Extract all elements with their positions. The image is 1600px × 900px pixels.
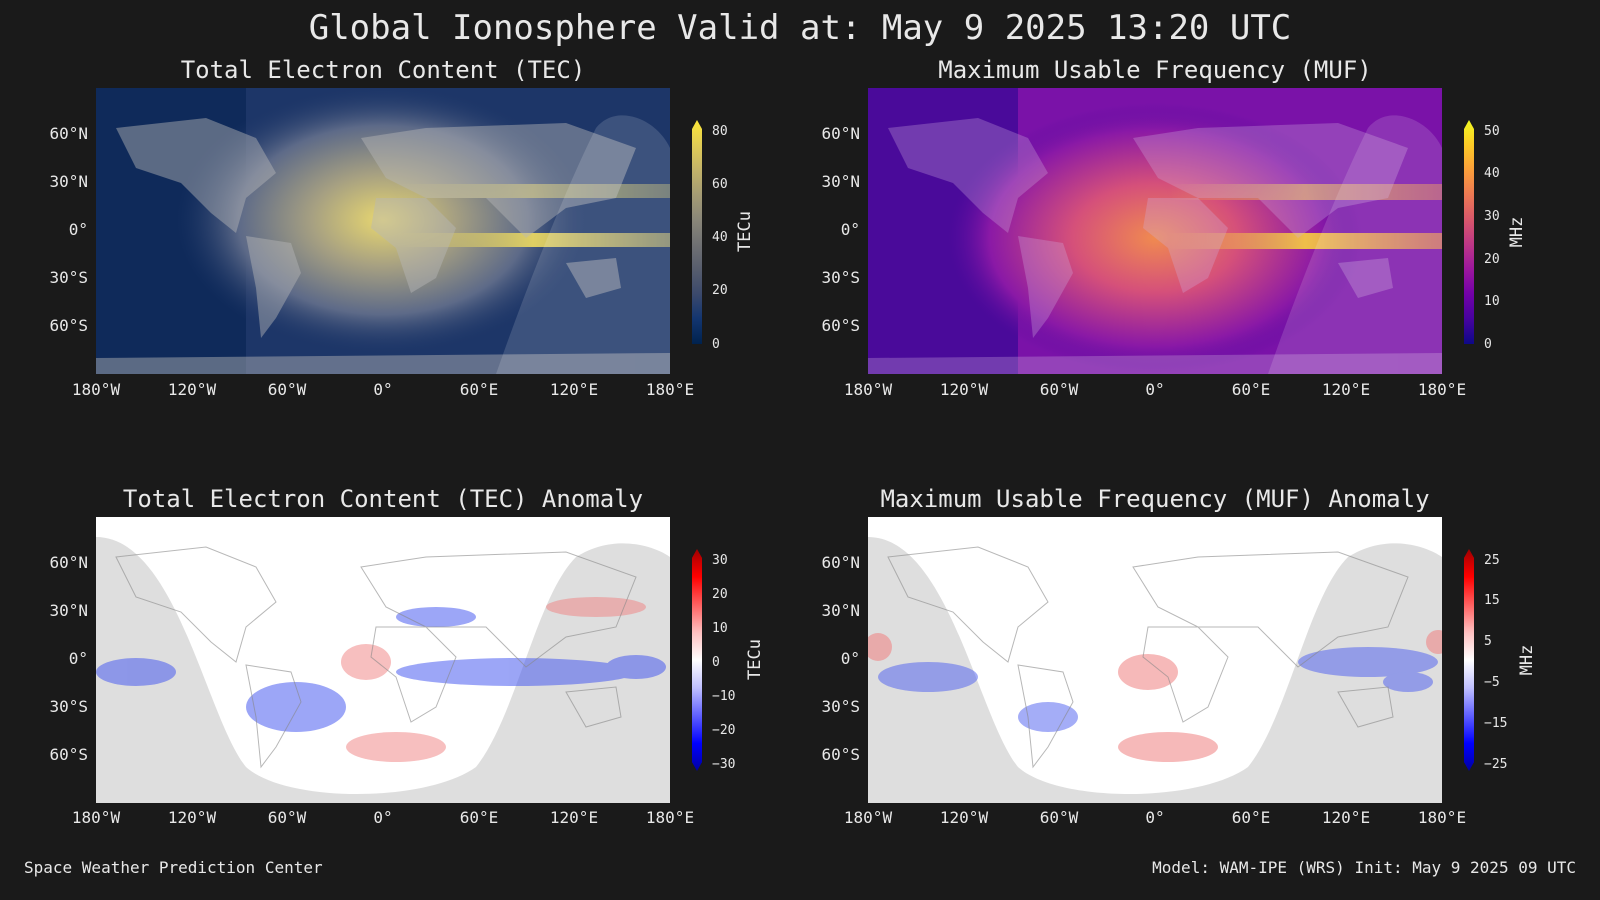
colorbar-tick: 20 <box>712 587 728 602</box>
colorbar-tick: −15 <box>1484 716 1508 731</box>
colorbar-tick: −25 <box>1484 757 1508 772</box>
colorbar-tec <box>692 120 702 344</box>
lon-label: 180°E <box>1417 380 1467 399</box>
lat-label: 30°S <box>821 268 860 287</box>
panel-title-muf-anomaly: Maximum Usable Frequency (MUF) Anomaly <box>880 485 1430 513</box>
lat-label: 30°S <box>49 697 88 716</box>
lon-label: 120°W <box>939 380 989 399</box>
colorbar-tick: −10 <box>712 689 736 704</box>
lon-label: 0° <box>373 808 393 827</box>
colorbar-tick: 25 <box>1484 553 1500 568</box>
lon-label: 0° <box>1145 380 1165 399</box>
colorbar-tick: 20 <box>1484 252 1500 267</box>
colorbar-units: TECu <box>745 639 765 680</box>
lon-label: 120°E <box>549 380 599 399</box>
map-tec <box>96 88 670 374</box>
lon-label: 60°W <box>267 380 307 399</box>
lon-label: 180°E <box>1417 808 1467 827</box>
lat-label: 60°S <box>821 745 860 764</box>
lon-label: 120°W <box>167 380 217 399</box>
lon-label: 180°W <box>843 380 893 399</box>
colorbar-tick: −20 <box>712 723 736 738</box>
lon-label: 180°W <box>843 808 893 827</box>
lat-label: 60°S <box>49 745 88 764</box>
lon-label: 0° <box>373 380 393 399</box>
lat-label: 30°S <box>49 268 88 287</box>
colorbar-tick: 50 <box>1484 124 1500 139</box>
colorbar-units: MHz <box>1517 644 1537 676</box>
colorbar-tick: 30 <box>1484 209 1500 224</box>
colorbar-tick: 10 <box>712 621 728 636</box>
colorbar-tick: 10 <box>1484 294 1500 309</box>
lon-label: 120°W <box>939 808 989 827</box>
lat-label: 30°N <box>49 172 88 191</box>
map-tec-anomaly <box>96 517 670 803</box>
lon-label: 60°E <box>1231 380 1271 399</box>
lat-label: 30°N <box>821 601 860 620</box>
lat-label: 60°N <box>821 124 860 143</box>
lat-label: 60°S <box>821 316 860 335</box>
lon-label: 180°W <box>71 380 121 399</box>
lat-label: 0° <box>840 220 860 239</box>
lon-label: 120°E <box>1321 380 1371 399</box>
colorbar-muf <box>1464 120 1474 344</box>
colorbar-tick: 5 <box>1484 634 1492 649</box>
lon-label: 180°E <box>645 380 695 399</box>
lon-label: 60°E <box>1231 808 1271 827</box>
colorbar-muf-anomaly <box>1464 549 1474 771</box>
map-muf-anomaly <box>868 517 1442 803</box>
colorbar-tick: 40 <box>1484 166 1500 181</box>
colorbar-tec-anomaly <box>692 549 702 771</box>
colorbar-tick: 0 <box>712 655 720 670</box>
lat-label: 0° <box>840 649 860 668</box>
colorbar-units: MHz <box>1507 216 1527 248</box>
lon-label: 120°W <box>167 808 217 827</box>
colorbar-tick: 15 <box>1484 593 1500 608</box>
colorbar-units: TECu <box>735 211 755 252</box>
lat-label: 0° <box>68 649 88 668</box>
colorbar-tick: 30 <box>712 553 728 568</box>
lat-label: 30°S <box>821 697 860 716</box>
lon-label: 120°E <box>549 808 599 827</box>
colorbar-tick: 60 <box>712 177 728 192</box>
colorbar-tick: 40 <box>712 230 728 245</box>
colorbar-tick: −30 <box>712 757 736 772</box>
lat-label: 30°N <box>821 172 860 191</box>
colorbar-tick: 80 <box>712 124 728 139</box>
colorbar-tick: 20 <box>712 283 728 298</box>
footer-model-info: Model: WAM-IPE (WRS) Init: May 9 2025 09… <box>1152 858 1576 877</box>
colorbar-tick: 0 <box>712 337 720 352</box>
lon-label: 0° <box>1145 808 1165 827</box>
lon-label: 60°W <box>267 808 307 827</box>
lat-label: 60°S <box>49 316 88 335</box>
lat-label: 30°N <box>49 601 88 620</box>
lat-label: 0° <box>68 220 88 239</box>
panel-title-muf: Maximum Usable Frequency (MUF) <box>938 56 1372 84</box>
lon-label: 60°W <box>1039 808 1079 827</box>
panel-title-tec: Total Electron Content (TEC) <box>180 56 586 84</box>
lat-label: 60°N <box>49 553 88 572</box>
lon-label: 60°E <box>459 808 499 827</box>
footer-credit: Space Weather Prediction Center <box>24 858 323 877</box>
lon-label: 120°E <box>1321 808 1371 827</box>
lat-label: 60°N <box>821 553 860 572</box>
colorbar-tick: 0 <box>1484 337 1492 352</box>
main-title: Global Ionosphere Valid at: May 9 2025 1… <box>308 8 1292 48</box>
lat-label: 60°N <box>49 124 88 143</box>
lon-label: 180°W <box>71 808 121 827</box>
colorbar-tick: −5 <box>1484 675 1500 690</box>
panel-title-tec-anomaly: Total Electron Content (TEC) Anomaly <box>122 485 644 513</box>
lon-label: 180°E <box>645 808 695 827</box>
lon-label: 60°E <box>459 380 499 399</box>
lon-label: 60°W <box>1039 380 1079 399</box>
map-muf <box>868 88 1442 374</box>
